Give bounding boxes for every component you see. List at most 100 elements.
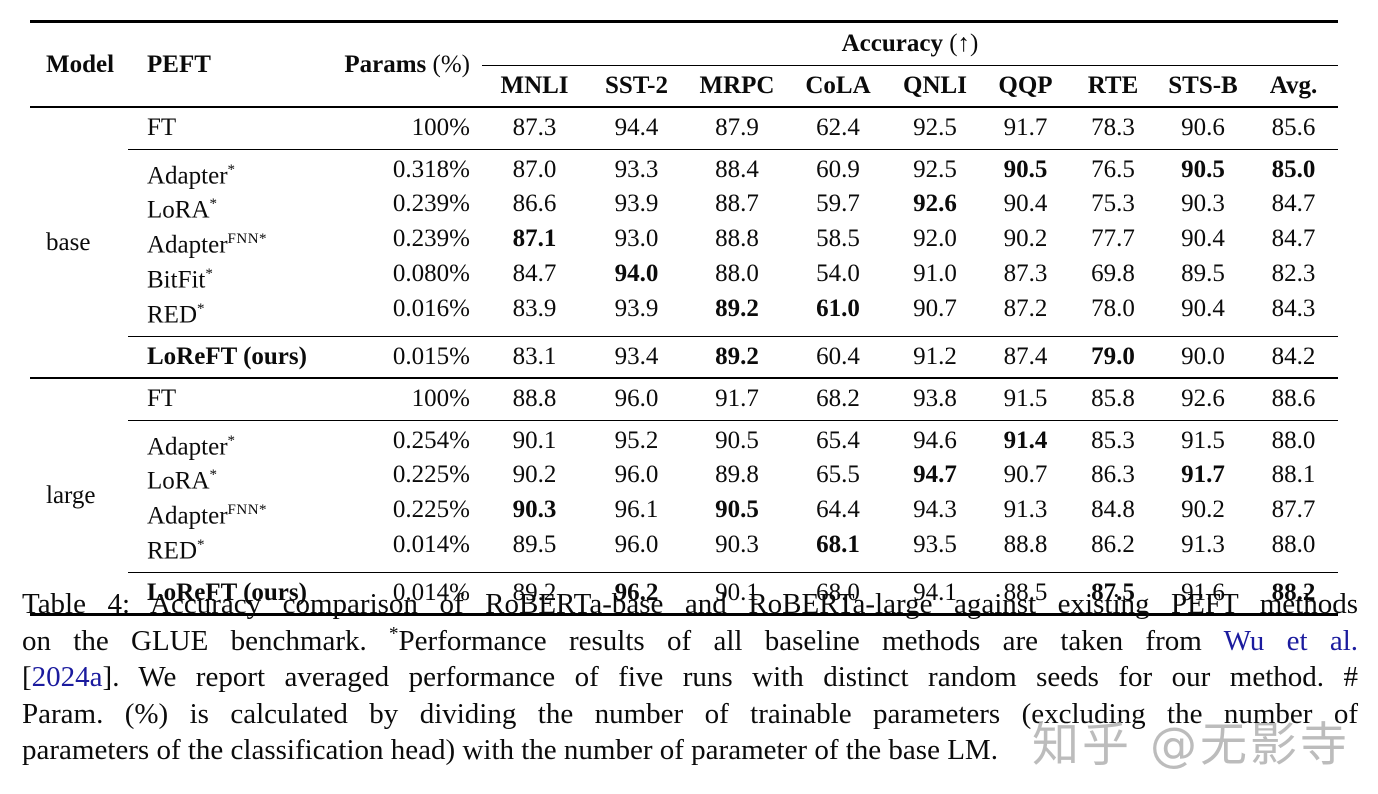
value-cell: 90.1	[512, 426, 557, 454]
peft-cell: LoReFT (ours)	[140, 579, 330, 608]
peft-name: Adapter	[147, 502, 228, 530]
value-cell: 75.3	[1091, 190, 1135, 218]
value-cell: 65.5	[816, 461, 860, 489]
peft-name: BitFit	[147, 266, 206, 294]
value-cell: 91.2	[913, 342, 957, 370]
value-cell: 88.7	[715, 190, 759, 218]
value-cell: 88.5	[1003, 578, 1048, 606]
value-cell: 91.7	[715, 385, 759, 413]
column-header-mrpc: MRPC	[699, 72, 775, 99]
value-cell: 94.0	[614, 259, 659, 287]
value-cell: 90.3	[1181, 190, 1225, 218]
peft-name: Adapter	[147, 231, 228, 259]
column-header-model: Model	[46, 50, 115, 78]
value-cell: 91.5	[1181, 426, 1225, 454]
value-cell: 91.0	[913, 259, 957, 287]
peft-superscript: *	[197, 537, 205, 554]
value-cell: 92.5	[913, 155, 957, 183]
value-cell: 68.2	[816, 385, 860, 413]
value-cell: 90.4	[1181, 294, 1225, 322]
table-row: RED* 0.016% 83.9 93.9 89.2 61.0 90.7 87.2 78.0 90…	[140, 295, 1338, 330]
value-cell: 92.5	[913, 114, 957, 141]
value-cell: 93.8	[913, 385, 957, 413]
params-cell: 100%	[411, 114, 470, 141]
peft-cell: AdapterFNN*	[140, 225, 330, 260]
table-row: FT 100% 87.3 94.4 87.9 62.4 92.5 91.7 78.3 90.6 85…	[140, 114, 1338, 143]
accuracy-label: Accuracy	[841, 30, 943, 57]
table-row: Adapter* 0.254% 90.1 95.2 90.5 65.4 94.6 91.4 85…	[140, 427, 1338, 462]
value-cell: 85.0	[1271, 155, 1316, 183]
params-cell: 0.225%	[392, 496, 470, 524]
column-header-sst-2: SST-2	[604, 72, 668, 99]
peft-cell: AdapterFNN*	[140, 496, 330, 531]
value-cell: 91.7	[1181, 461, 1225, 489]
value-cell: 91.3	[1003, 496, 1048, 524]
value-cell: 88.0	[1271, 426, 1316, 454]
table-caption: Table 4: Accuracy comparison of RoBERTa-…	[22, 586, 1358, 769]
value-cell: 96.2	[614, 578, 659, 606]
table-top-rule	[30, 20, 1338, 23]
params-cell: 100%	[411, 385, 470, 413]
value-cell: 87.1	[512, 225, 557, 253]
value-cell: 91.6	[1181, 578, 1225, 606]
value-cell: 90.3	[512, 496, 557, 524]
value-cell: 84.2	[1271, 342, 1316, 370]
caption-text: Param. (%) is calculated by dividing the…	[22, 697, 1358, 730]
watermark: 知乎 @无影寺	[1032, 718, 1350, 773]
caption-text: *	[389, 622, 399, 644]
value-cell: 88.6	[1271, 385, 1316, 413]
table-row: AdapterFNN* 0.225% 90.3 96.1 90.5 64.4 94.3 91.…	[140, 496, 1338, 531]
value-cell: 90.7	[913, 294, 957, 322]
params-unit: (%)	[426, 50, 470, 78]
peft-cell: FT	[140, 114, 330, 143]
value-cell: 93.9	[614, 190, 659, 218]
table-bottom-rule	[30, 613, 1338, 617]
peft-superscript: FNN*	[227, 502, 268, 519]
value-cell: 87.9	[715, 114, 759, 141]
peft-name: RED	[147, 301, 197, 329]
value-cell: 88.2	[1271, 578, 1316, 606]
value-cell: 68.1	[816, 531, 860, 559]
column-header-params: Params (%)	[330, 51, 482, 79]
value-cell: 94.4	[614, 114, 659, 141]
value-cell: 87.0	[512, 155, 557, 183]
model-label-large: large	[46, 482, 96, 510]
accuracy-up-arrow: (↑)	[942, 30, 979, 57]
peft-superscript: *	[227, 432, 236, 449]
table-row: Adapter* 0.318% 87.0 93.3 88.4 60.9 92.5 90.5 76…	[140, 156, 1338, 191]
table-row: BitFit* 0.080% 84.7 94.0 88.0 54.0 91.0 87.3 69.…	[140, 260, 1338, 295]
value-cell: 76.5	[1091, 155, 1135, 183]
column-header-rte: RTE	[1087, 72, 1139, 99]
value-cell: 85.6	[1271, 114, 1316, 141]
caption-text: Performance results of all baseline meth…	[398, 624, 1224, 657]
value-cell: 87.4	[1003, 342, 1048, 370]
citation-link[interactable]: 2024a	[31, 661, 103, 694]
params-cell: 0.254%	[392, 426, 470, 454]
value-cell: 78.0	[1091, 294, 1135, 322]
value-cell: 69.8	[1091, 259, 1135, 287]
params-cell: 0.014%	[392, 578, 470, 606]
value-cell: 93.9	[614, 294, 659, 322]
value-cell: 90.0	[1181, 342, 1225, 370]
table-row: LoRA* 0.239% 86.6 93.9 88.7 59.7 92.6 90.4 75.3 9…	[140, 190, 1338, 225]
table-row: LoReFT (ours) 0.015% 83.1 93.4 89.2 60.4 91.2 8…	[140, 343, 1338, 372]
value-cell: 88.8	[715, 225, 759, 253]
params-cell: 0.239%	[392, 225, 470, 253]
row-group: LoReFT (ours) 0.015% 83.1 93.4 89.2 60.4 91.2 8…	[140, 337, 1338, 378]
value-cell: 90.5	[715, 426, 759, 454]
value-cell: 83.9	[512, 294, 557, 322]
value-cell: 92.6	[1181, 385, 1225, 413]
value-cell: 90.7	[1003, 461, 1048, 489]
caption-line: Table 4: Accuracy comparison of RoBERTa-…	[22, 586, 1358, 623]
value-cell: 84.7	[512, 259, 557, 287]
value-cell: 96.0	[614, 385, 659, 413]
value-cell: 94.3	[913, 496, 957, 524]
table-row: LoReFT (ours) 0.014% 89.2 96.2 90.1 68.0 94.1 8…	[140, 579, 1338, 608]
params-cell: 0.015%	[392, 342, 470, 370]
section-divider-rule	[30, 377, 1338, 380]
value-cell: 89.5	[1181, 259, 1225, 287]
row-group: FT 100% 87.3 94.4 87.9 62.4 92.5 91.7 78.3 90.6 85…	[140, 108, 1338, 149]
caption-text: parameters of the classification head) w…	[22, 734, 998, 767]
peft-cell: Adapter*	[140, 427, 330, 462]
citation-link[interactable]: Wu et al.	[1223, 624, 1358, 657]
